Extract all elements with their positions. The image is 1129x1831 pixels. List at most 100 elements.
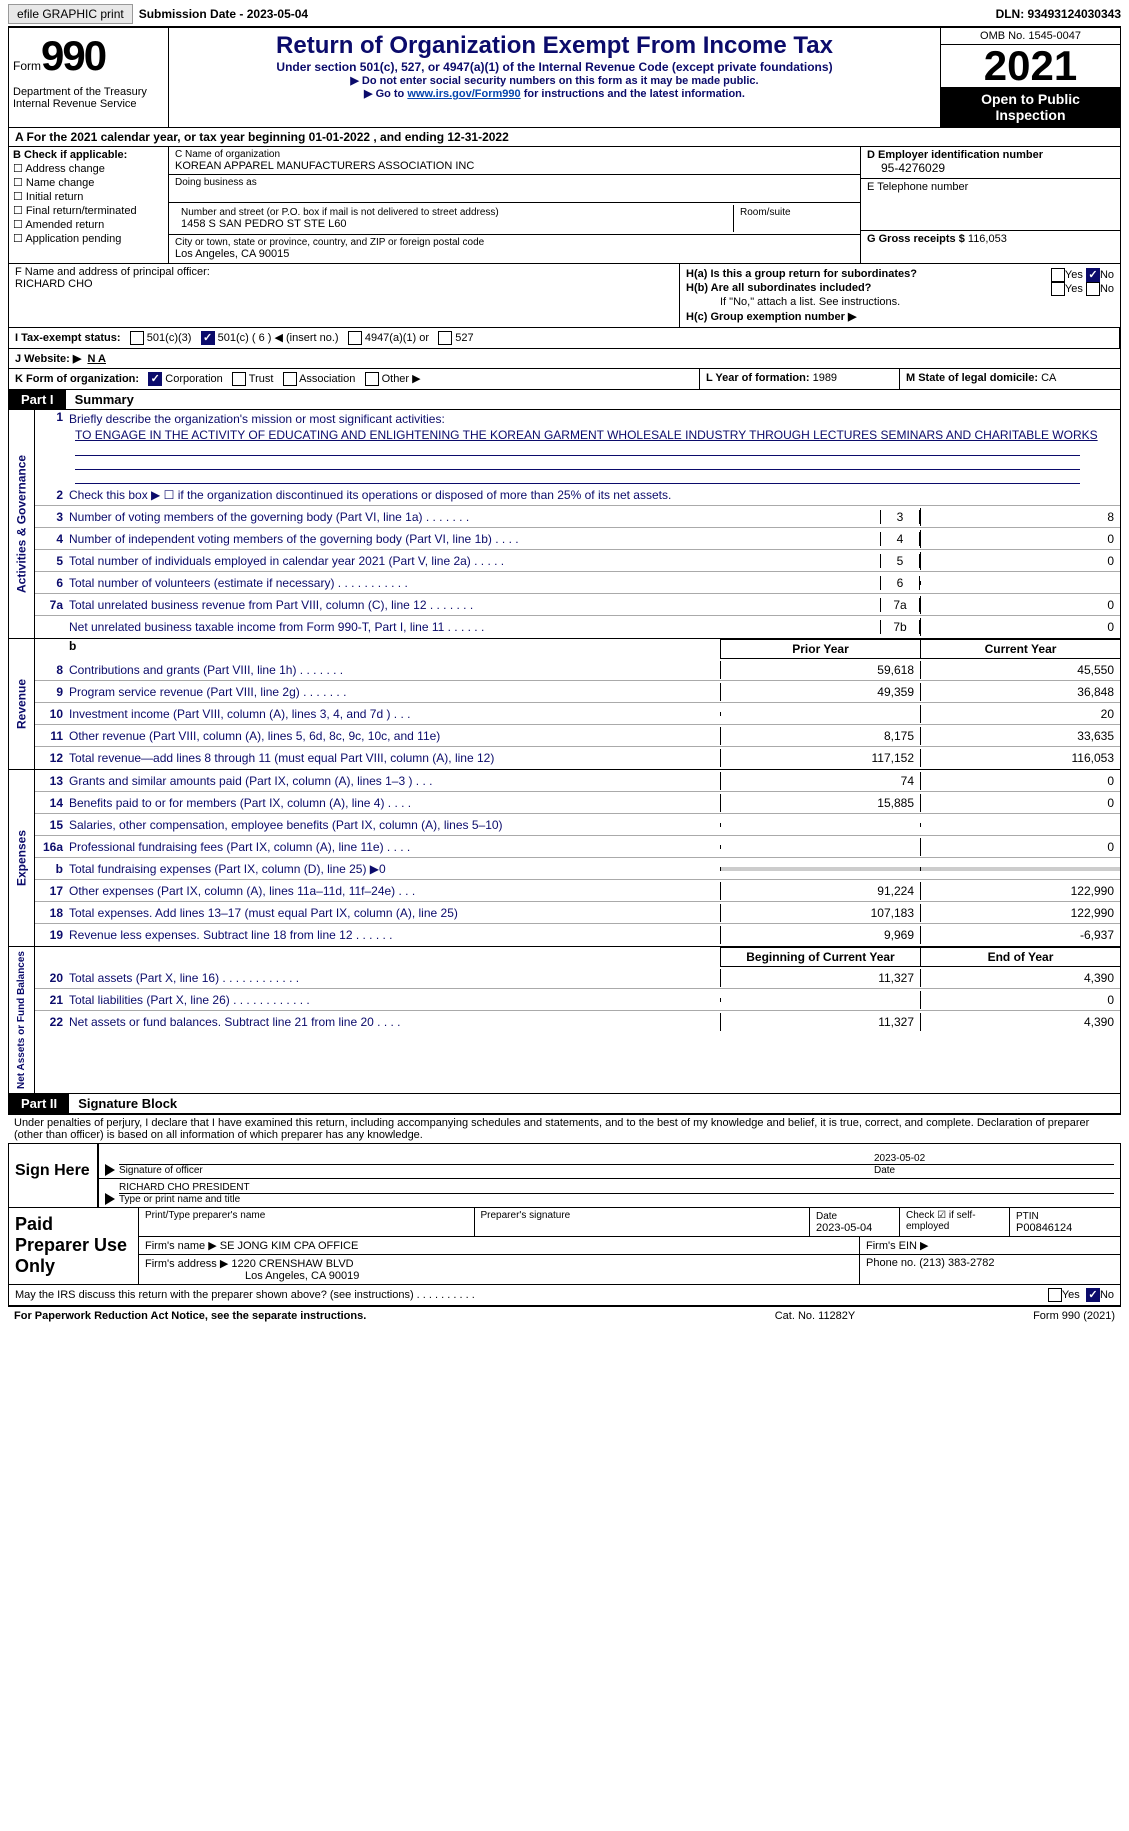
self-employed-check[interactable]: Check ☑ if self-employed xyxy=(900,1208,1010,1236)
part1-header: Part I xyxy=(9,390,66,409)
col-d-ein-block: D Employer identification number 95-4276… xyxy=(860,147,1120,263)
current-year-head: Current Year xyxy=(920,639,1120,659)
cb-final-return[interactable]: ☐ Final return/terminated xyxy=(13,204,164,217)
ha-yes-checkbox[interactable] xyxy=(1051,268,1065,282)
prep-date-label: Date xyxy=(816,1211,837,1222)
header-right-block: OMB No. 1545-0047 2021 Open to Public In… xyxy=(940,28,1120,127)
summary-line: 13Grants and similar amounts paid (Part … xyxy=(35,770,1120,792)
cb-association[interactable] xyxy=(283,372,297,386)
dln: DLN: 93493124030343 xyxy=(996,7,1121,21)
summary-line: 17Other expenses (Part IX, column (A), l… xyxy=(35,880,1120,902)
phone-label: Phone no. xyxy=(866,1257,916,1269)
h-questions: H(a) Is this a group return for subordin… xyxy=(680,264,1120,327)
summary-line: 21Total liabilities (Part X, line 26) . … xyxy=(35,989,1120,1011)
website-row: J Website: ▶ N A xyxy=(8,349,1121,369)
summary-line: 22Net assets or fund balances. Subtract … xyxy=(35,1011,1120,1033)
summary-line: 16aProfessional fundraising fees (Part I… xyxy=(35,836,1120,858)
form-number: 990 xyxy=(41,32,105,79)
declaration-text: Under penalties of perjury, I declare th… xyxy=(8,1114,1121,1143)
summary-line: 5Total number of individuals employed in… xyxy=(35,550,1120,572)
prep-date: 2023-05-04 xyxy=(816,1222,872,1234)
cb-501c3[interactable] xyxy=(130,331,144,345)
summary-line: 15Salaries, other compensation, employee… xyxy=(35,814,1120,836)
cb-amended-return[interactable]: ☐ Amended return xyxy=(13,218,164,231)
state-domicile: M State of legal domicile: CA xyxy=(900,369,1120,389)
tax-year: 2021 xyxy=(941,45,1120,87)
discuss-yes-checkbox[interactable] xyxy=(1048,1288,1062,1302)
ha-no-checkbox[interactable]: ✓ xyxy=(1086,268,1100,282)
f-label: F Name and address of principal officer: xyxy=(15,266,673,278)
cb-address-change[interactable]: ☐ Address change xyxy=(13,162,164,175)
ein-value: 95-4276029 xyxy=(867,161,1114,175)
summary-line: 10Investment income (Part VIII, column (… xyxy=(35,703,1120,725)
ptin-label: PTIN xyxy=(1016,1211,1039,1222)
dba-label: Doing business as xyxy=(175,177,854,188)
print-preparer-label: Print/Type preparer's name xyxy=(145,1210,468,1221)
gross-label: G Gross receipts $ xyxy=(867,233,965,245)
line1-label: Briefly describe the organization's miss… xyxy=(69,410,1120,428)
tab-activities-governance: Activities & Governance xyxy=(9,410,35,638)
discuss-row: May the IRS discuss this return with the… xyxy=(8,1285,1121,1306)
summary-line: 20Total assets (Part X, line 16) . . . .… xyxy=(35,967,1120,989)
ha-label: H(a) Is this a group return for subordin… xyxy=(686,268,917,280)
cb-527[interactable] xyxy=(438,331,452,345)
hb-yes-checkbox[interactable] xyxy=(1051,282,1065,296)
firm-ein-label: Firm's EIN ▶ xyxy=(860,1237,1120,1254)
cb-name-change[interactable]: ☐ Name change xyxy=(13,176,164,189)
ssn-note: ▶ Do not enter social security numbers o… xyxy=(175,74,934,87)
pra-notice: For Paperwork Reduction Act Notice, see … xyxy=(14,1310,715,1322)
ein-label: D Employer identification number xyxy=(867,149,1114,161)
summary-line: 11Other revenue (Part VIII, column (A), … xyxy=(35,725,1120,747)
efile-print-button[interactable]: efile GRAPHIC print xyxy=(8,4,133,24)
tab-revenue: Revenue xyxy=(9,639,35,769)
year-formation: L Year of formation: 1989 xyxy=(700,369,900,389)
summary-line: 8Contributions and grants (Part VIII, li… xyxy=(35,659,1120,681)
cb-corporation[interactable]: ✓ xyxy=(148,372,162,386)
hb-no-checkbox[interactable] xyxy=(1086,282,1100,296)
firm-city: Los Angeles, CA 90019 xyxy=(145,1270,359,1282)
cb-501c[interactable]: ✓ xyxy=(201,331,215,345)
form-id-block: Form990 Department of the Treasury Inter… xyxy=(9,28,169,127)
gross-receipts: 116,053 xyxy=(968,233,1007,245)
org-name: KOREAN APPAREL MANUFACTURERS ASSOCIATION… xyxy=(175,160,854,172)
hb-note: If "No," attach a list. See instructions… xyxy=(686,296,1114,308)
preparer-sig-label: Preparer's signature xyxy=(481,1210,804,1221)
row-a-calendar: A For the 2021 calendar year, or tax yea… xyxy=(8,128,1121,147)
mission-text: TO ENGAGE IN THE ACTIVITY OF EDUCATING A… xyxy=(35,428,1120,442)
arrow-icon xyxy=(105,1164,115,1176)
cb-other[interactable] xyxy=(365,372,379,386)
phone-value: (213) 383-2782 xyxy=(919,1257,994,1269)
cb-4947[interactable] xyxy=(348,331,362,345)
header-title-block: Return of Organization Exempt From Incom… xyxy=(169,28,940,127)
goto-note: ▶ Go to www.irs.gov/Form990 for instruct… xyxy=(175,87,934,100)
officer-name: RICHARD CHO xyxy=(15,278,673,290)
street-label: Number and street (or P.O. box if mail i… xyxy=(181,207,727,218)
irs-link[interactable]: www.irs.gov/Form990 xyxy=(407,88,520,100)
prior-year-head: Prior Year xyxy=(720,639,920,659)
sign-here-label: Sign Here xyxy=(9,1144,99,1207)
line2: Check this box ▶ ☐ if the organization d… xyxy=(69,486,1120,504)
summary-line: 19Revenue less expenses. Subtract line 1… xyxy=(35,924,1120,946)
col-c-org-info: C Name of organization KOREAN APPAREL MA… xyxy=(169,147,860,263)
firm-name: SE JONG KIM CPA OFFICE xyxy=(220,1240,359,1252)
summary-line: Net unrelated business taxable income fr… xyxy=(35,616,1120,638)
name-label: C Name of organization xyxy=(175,149,854,160)
officer-printed-name: RICHARD CHO PRESIDENT xyxy=(119,1182,1114,1193)
boy-head: Beginning of Current Year xyxy=(720,947,920,967)
cb-application-pending[interactable]: ☐ Application pending xyxy=(13,232,164,245)
cb-trust[interactable] xyxy=(232,372,246,386)
city-label: City or town, state or province, country… xyxy=(175,237,854,248)
street-address: 1458 S SAN PEDRO ST STE L60 xyxy=(181,218,727,230)
paid-preparer-label: Paid Preparer Use Only xyxy=(9,1208,139,1284)
cb-initial-return[interactable]: ☐ Initial return xyxy=(13,190,164,203)
cat-number: Cat. No. 11282Y xyxy=(715,1310,915,1322)
firm-name-label: Firm's name ▶ xyxy=(145,1240,217,1252)
website-value: N A xyxy=(87,353,106,365)
dept-treasury: Department of the Treasury Internal Reve… xyxy=(13,86,164,110)
discuss-no-checkbox[interactable]: ✓ xyxy=(1086,1288,1100,1302)
form-footer: Form 990 (2021) xyxy=(915,1310,1115,1322)
form-subtitle: Under section 501(c), 527, or 4947(a)(1)… xyxy=(175,60,934,74)
part2-title: Signature Block xyxy=(72,1094,183,1113)
form-of-org: K Form of organization: ✓ Corporation Tr… xyxy=(9,369,700,389)
firm-addr-label: Firm's address ▶ xyxy=(145,1258,228,1270)
